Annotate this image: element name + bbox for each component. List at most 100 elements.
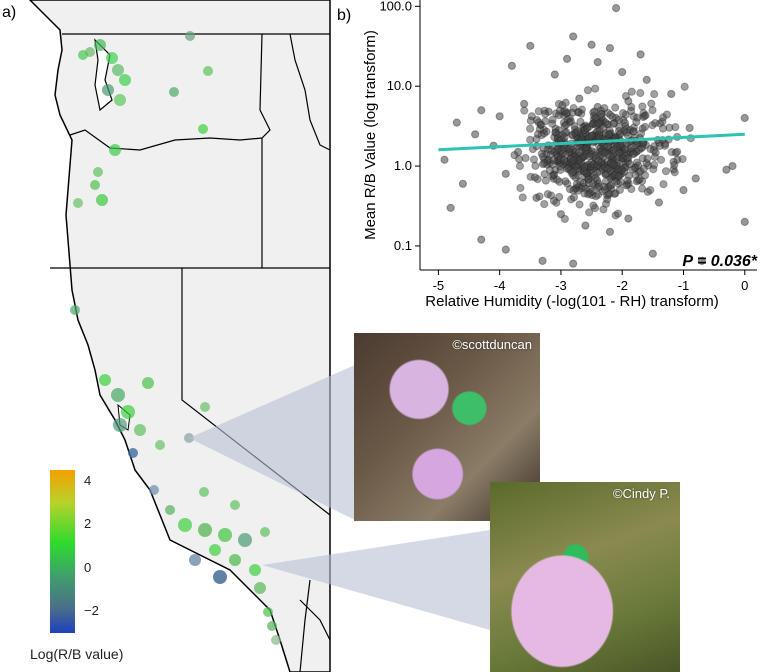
data-point	[555, 192, 564, 202]
data-point	[584, 175, 593, 184]
data-point	[629, 150, 638, 159]
data-point	[591, 173, 600, 182]
map-points	[70, 31, 281, 645]
map-point	[189, 554, 201, 566]
x-tick-label: 0	[741, 278, 748, 293]
state-borders	[50, 33, 331, 672]
data-point	[569, 193, 579, 202]
data-point	[599, 205, 608, 214]
map-point	[198, 124, 208, 134]
map-point	[113, 418, 127, 432]
data-point	[548, 119, 557, 128]
data-point	[550, 70, 559, 79]
map-point	[218, 528, 232, 542]
data-point	[609, 145, 618, 154]
data-point	[606, 181, 615, 190]
colorbar	[50, 470, 75, 633]
data-point	[728, 161, 737, 171]
map-point	[109, 144, 121, 156]
map-point	[111, 388, 125, 402]
data-point	[654, 198, 664, 207]
data-point	[591, 151, 600, 160]
data-point	[555, 106, 565, 115]
data-point	[638, 184, 647, 193]
map-point	[99, 374, 111, 386]
colorbar-tick-label: 4	[84, 472, 92, 488]
data-point	[636, 167, 645, 176]
data-point	[648, 106, 657, 115]
map-point	[263, 607, 273, 617]
data-point	[650, 89, 659, 99]
data-point	[605, 227, 615, 236]
data-point	[581, 221, 590, 230]
data-point	[542, 127, 551, 136]
data-point	[572, 180, 581, 189]
data-point	[609, 119, 618, 128]
x-tick-label: -3	[555, 278, 567, 293]
data-point	[568, 108, 577, 117]
data-point	[618, 68, 627, 77]
map-point	[73, 198, 83, 208]
map-point	[213, 570, 227, 584]
data-point	[614, 171, 623, 181]
data-point	[620, 167, 629, 176]
data-point	[526, 135, 535, 144]
data-point	[623, 176, 632, 185]
map-point	[254, 582, 266, 594]
data-point	[640, 122, 650, 131]
data-point	[535, 192, 544, 201]
data-point	[534, 118, 543, 127]
y-tick-label: 100.0	[379, 0, 412, 13]
data-point	[679, 186, 688, 195]
map-point	[185, 31, 195, 41]
photo-credit-1: ©scottduncan	[452, 337, 532, 352]
data-point	[648, 249, 657, 258]
data-point	[574, 171, 583, 180]
data-point	[643, 154, 652, 163]
panel-b-label: b)	[337, 7, 351, 24]
map-point	[93, 167, 103, 177]
data-point	[589, 201, 598, 210]
data-point	[510, 150, 519, 160]
data-point	[580, 163, 589, 172]
data-point	[691, 174, 700, 183]
map-point	[142, 377, 154, 389]
y-tick-label: 0.1	[394, 238, 412, 253]
data-point	[526, 41, 535, 50]
data-point	[634, 145, 644, 154]
data-point	[568, 167, 578, 177]
map-point	[96, 194, 108, 206]
panel-a-label: a)	[2, 4, 17, 21]
data-point	[471, 130, 480, 139]
data-point	[583, 123, 592, 133]
data-point	[518, 193, 527, 202]
data-point	[562, 54, 572, 63]
data-point	[556, 162, 565, 171]
map-point	[149, 485, 159, 495]
data-point	[576, 117, 585, 126]
data-point	[477, 235, 486, 244]
data-point	[697, 256, 706, 265]
data-point	[614, 126, 624, 136]
data-point	[563, 164, 572, 173]
data-point	[615, 148, 624, 158]
data-point	[646, 186, 655, 195]
map-point	[155, 440, 165, 450]
data-point	[569, 32, 578, 41]
data-point	[575, 148, 584, 157]
map-point	[90, 180, 100, 190]
map-point	[199, 487, 209, 497]
data-point	[507, 61, 517, 70]
trend-line	[438, 132, 745, 152]
data-point	[526, 124, 535, 133]
data-point	[446, 203, 455, 212]
data-point	[583, 86, 593, 95]
map-point	[128, 448, 138, 458]
data-point	[658, 124, 668, 133]
data-point	[629, 127, 638, 136]
data-point	[678, 154, 687, 164]
data-point	[609, 160, 618, 169]
data-point	[613, 209, 623, 218]
